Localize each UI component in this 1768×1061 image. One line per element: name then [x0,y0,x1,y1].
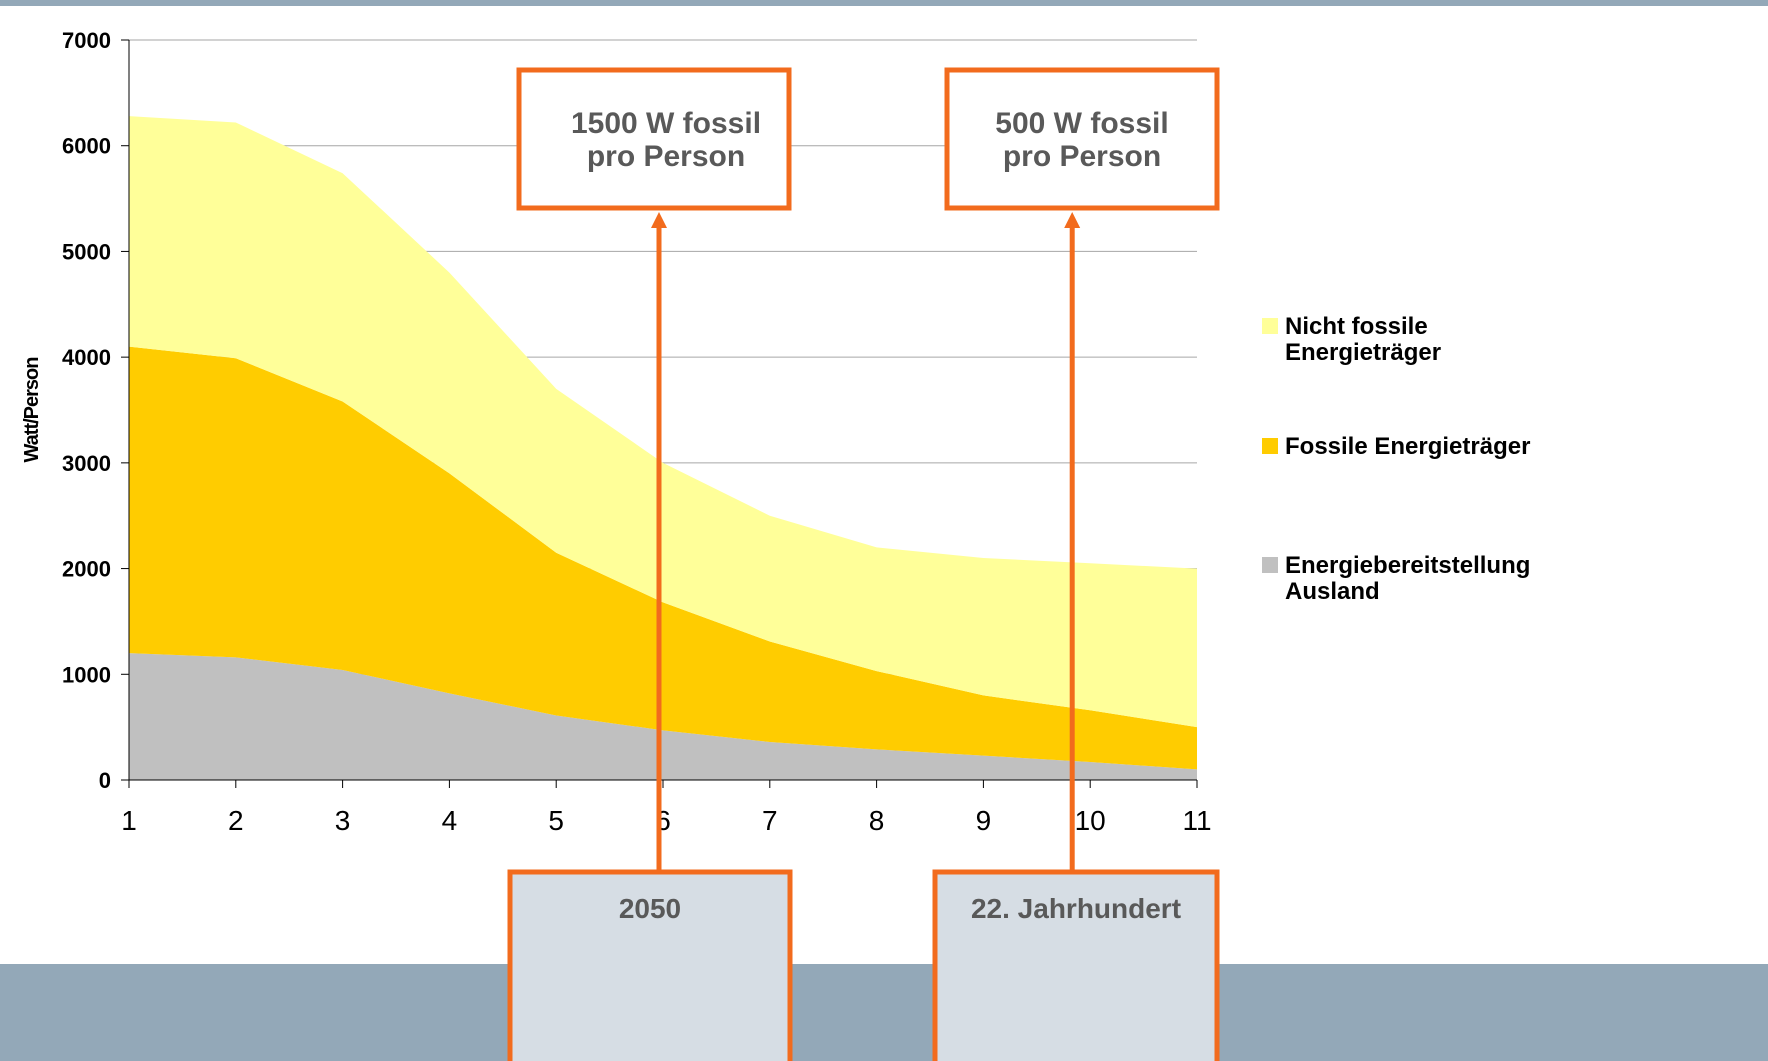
x-tick-label: 4 [442,805,458,836]
y-tick-label: 5000 [62,239,111,264]
x-tick-label: 1 [121,805,137,836]
x-tick-label: 8 [869,805,885,836]
y-tick-label: 4000 [62,345,111,370]
callout-box [944,67,1220,211]
callout-text: 500 W fossil [995,107,1168,140]
callout-text: 1500 W fossil [571,107,761,140]
footer-label: 22. Jahrhundert [971,893,1181,924]
x-tick-label: 5 [548,805,564,836]
area-series-fossile-energietr-ger [129,346,1197,770]
y-tick-label: 1000 [62,662,111,687]
callout-text: pro Person [1003,140,1161,173]
legend-swatch [1262,318,1278,334]
callout-arrowhead [651,212,667,228]
x-tick-label: 7 [762,805,778,836]
x-tick-label: 10 [1075,805,1106,836]
y-tick-label: 3000 [62,451,111,476]
footer-label: 2050 [619,893,681,924]
legend-label: Nicht fossile [1285,313,1428,340]
legend-label: Energiebereitstellung [1285,552,1530,579]
legend-swatch [1262,557,1278,573]
callout-text: pro Person [587,140,745,173]
legend-label: Energieträger [1285,339,1441,366]
callout-arrowhead [1064,212,1081,228]
legend-swatch [1262,438,1278,454]
area-series-nicht-fossile-energietr-ger [129,116,1197,728]
y-tick-label: 2000 [62,557,111,582]
y-tick-label: 6000 [62,134,111,159]
x-tick-label: 2 [228,805,244,836]
legend-label: Fossile Energieträger [1285,433,1530,460]
footer-label-box [932,869,1220,1061]
y-tick-label: 0 [99,768,111,793]
callout-box [516,67,792,211]
y-tick-label: 7000 [62,28,111,53]
x-tick-label: 11 [1182,805,1211,836]
x-tick-label: 3 [335,805,351,836]
legend-label: Ausland [1285,578,1380,605]
x-tick-label: 9 [976,805,992,836]
footer-label-box [507,869,793,1061]
y-axis-label: Watt/Person [21,358,43,463]
area-series-energiebereitstellung-ausland [129,653,1197,780]
